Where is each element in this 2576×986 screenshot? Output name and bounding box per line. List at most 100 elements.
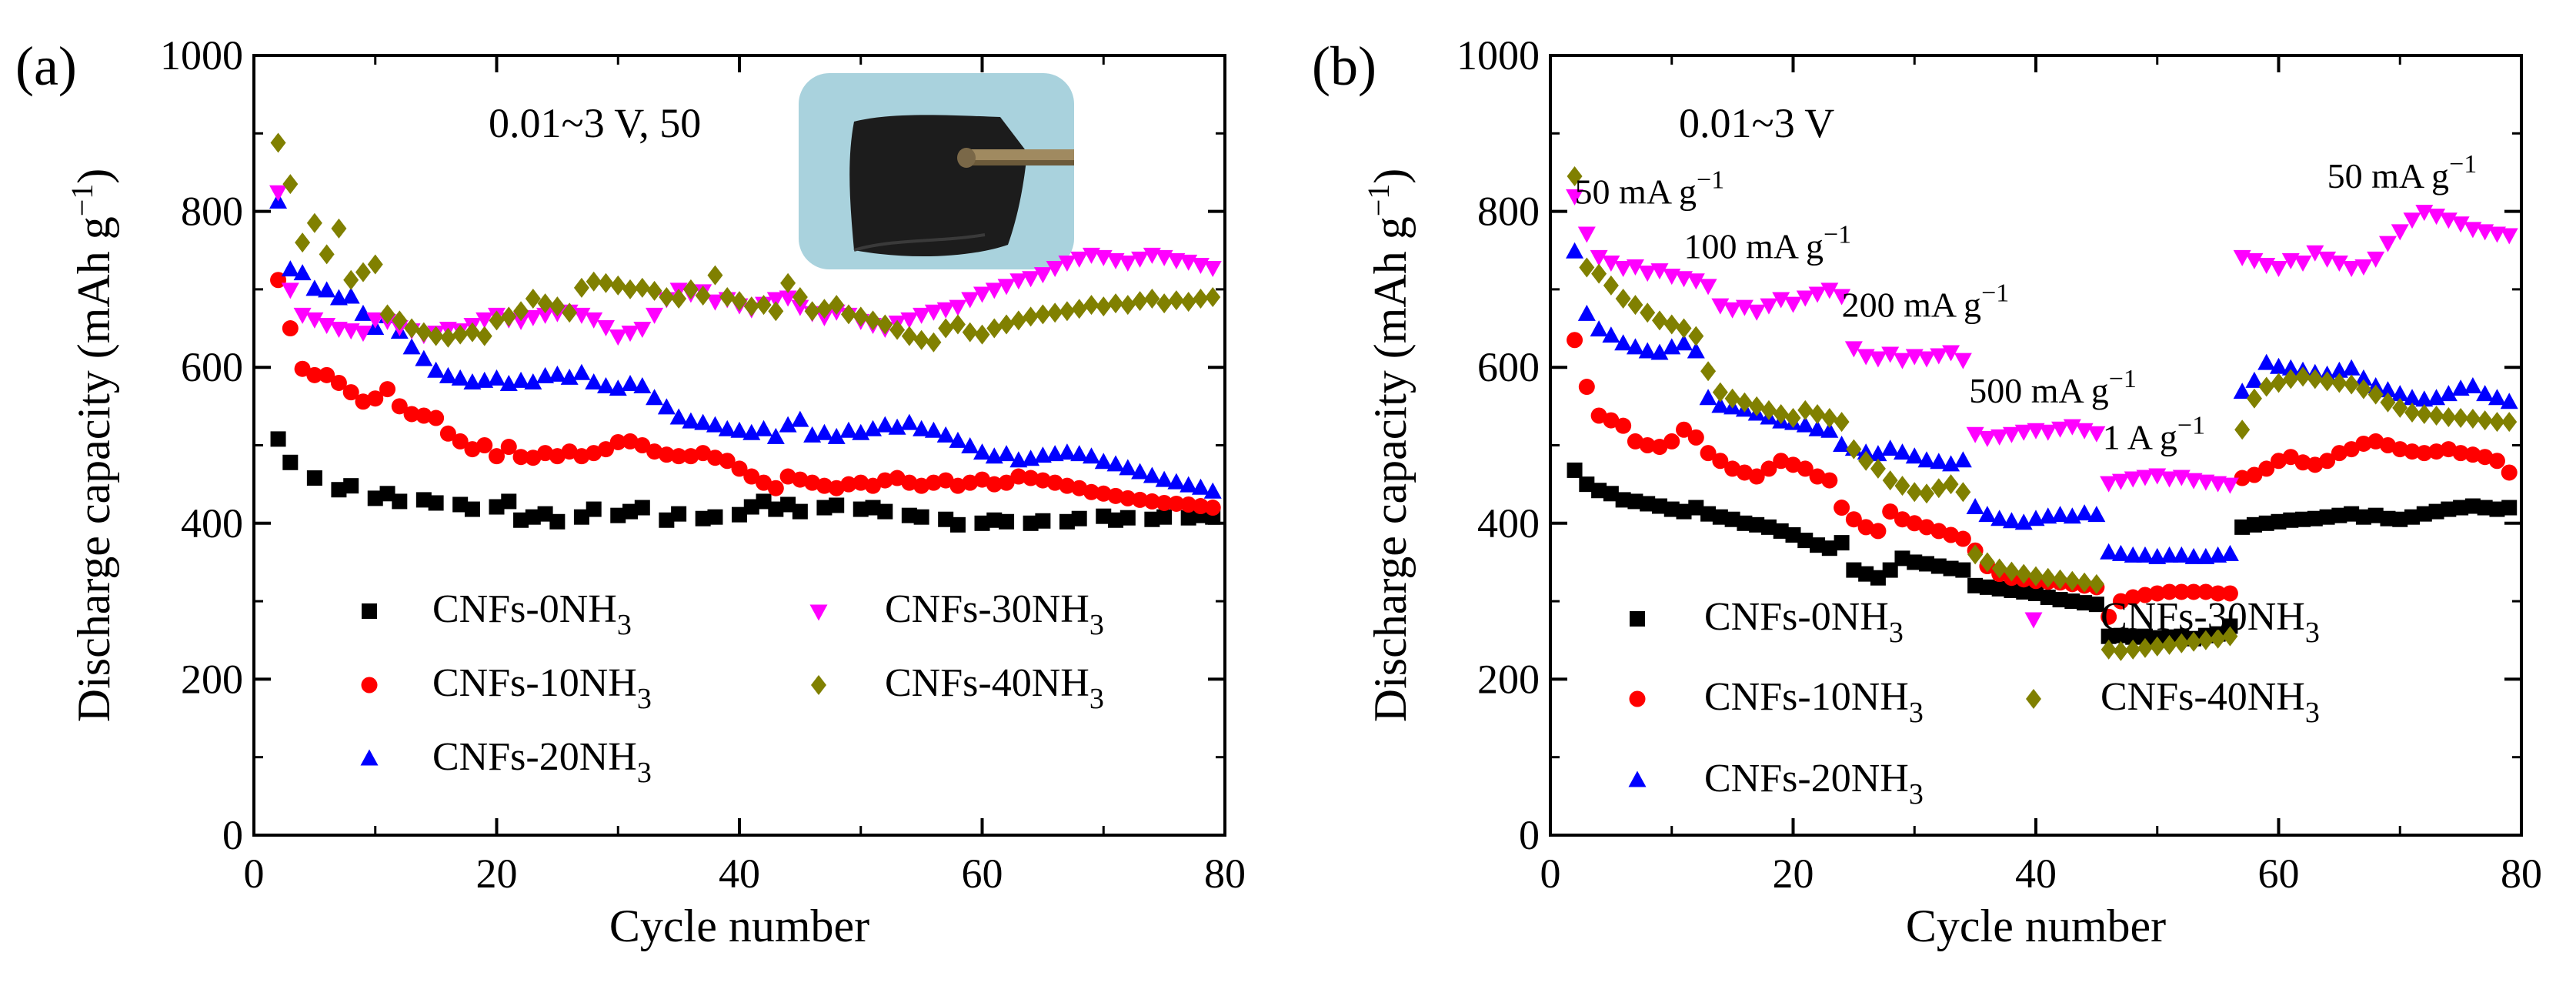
b-series-2-point bbox=[2075, 504, 2094, 521]
b-series-4-point bbox=[1579, 257, 1595, 278]
b-series-3-point bbox=[1930, 348, 1948, 365]
a-series-3-point bbox=[1033, 267, 1052, 284]
b-series-2-point bbox=[1590, 320, 1608, 337]
a-series-2-point bbox=[694, 413, 712, 430]
b-series-3-point bbox=[1747, 304, 1766, 321]
b-legend-marker-2 bbox=[1628, 770, 1647, 787]
b-series-1-point bbox=[1797, 460, 1814, 477]
b-series-0-point bbox=[2246, 516, 2262, 533]
b-series-1-point bbox=[1882, 503, 1899, 520]
b-series-2-point bbox=[1833, 436, 1851, 452]
b-legend: CNFs-0NH3 CNFs-10NH3 CNFs-20NH3 CNFs-30NH3 C… bbox=[1628, 595, 2320, 811]
a-y-axis-title: Discharge capacity (mAh g−1) bbox=[65, 169, 119, 723]
b-series-1-point bbox=[2416, 445, 2433, 462]
a-series-1-point bbox=[476, 437, 493, 453]
a-series-1-point bbox=[986, 476, 1003, 493]
b-series-2-point bbox=[2403, 389, 2421, 406]
a-series-0-point bbox=[999, 513, 1015, 530]
b-series-2-point bbox=[1626, 338, 1644, 355]
b-series-4-point bbox=[2453, 408, 2469, 429]
b-series-0-point bbox=[2501, 500, 2518, 516]
b-series-3-point bbox=[2039, 424, 2057, 441]
b-series-3-point bbox=[1869, 351, 1887, 368]
a-series-3-point bbox=[1070, 251, 1089, 268]
b-condition-text: 0.01~3 V bbox=[1679, 100, 1834, 146]
b-series-0-point bbox=[2222, 618, 2238, 634]
a-series-2-point bbox=[876, 416, 894, 433]
a-series-3-point bbox=[791, 299, 809, 316]
a-series-4-point bbox=[974, 324, 990, 345]
a-series-0-point bbox=[367, 490, 383, 506]
b-series-0 bbox=[1567, 462, 2518, 647]
a-series-1-point bbox=[342, 384, 359, 401]
b-series-3-point bbox=[2100, 476, 2118, 493]
a-series-4-point bbox=[743, 296, 759, 317]
a-series-0-point bbox=[392, 493, 408, 510]
b-series-2-point bbox=[2270, 357, 2287, 374]
b-series-1-point bbox=[2319, 453, 2336, 470]
b-series-4-point bbox=[2283, 369, 2299, 389]
b-series-1-point bbox=[2271, 453, 2287, 470]
inset-photo bbox=[799, 73, 1074, 269]
b-series-2-point bbox=[1966, 498, 1984, 515]
b-series-0-point bbox=[1882, 562, 1898, 578]
a-series-1-point bbox=[913, 477, 930, 494]
b-series-2-point bbox=[2087, 506, 2106, 523]
b-series-3-point bbox=[2330, 255, 2348, 272]
a-series-0-point bbox=[865, 500, 881, 516]
b-series-1-point bbox=[2210, 585, 2227, 602]
a-series-2-point bbox=[1046, 445, 1064, 462]
a-legend-marker-4 bbox=[811, 675, 826, 695]
b-series-0-point bbox=[1749, 516, 1765, 533]
a-series-1-point bbox=[525, 450, 542, 466]
a-series-3-point bbox=[293, 307, 312, 324]
a-legend-label-0: CNFs-0NH3 bbox=[432, 587, 632, 641]
b-series-1-point bbox=[1943, 526, 1960, 543]
a-ytick-label: 200 bbox=[181, 656, 243, 702]
b-series-1-point bbox=[1845, 511, 1862, 528]
a-series-2-point bbox=[427, 361, 445, 378]
a-series-1-point bbox=[695, 445, 712, 462]
b-series-3-point bbox=[1917, 351, 1936, 368]
b-series-4-point bbox=[2088, 573, 2104, 594]
b-series-0-point bbox=[2271, 513, 2287, 530]
b-series-2-point bbox=[1881, 440, 1900, 456]
a-series-0-point bbox=[1108, 512, 1124, 528]
b-series-0-point bbox=[1724, 511, 1740, 527]
b-series-0-point bbox=[2137, 628, 2153, 644]
a-legend-marker-1 bbox=[361, 677, 378, 694]
a-series-3-point bbox=[596, 320, 615, 337]
a-series-1-point bbox=[1119, 490, 1136, 506]
b-series-1-point bbox=[2379, 437, 2396, 453]
a-series-1-point bbox=[586, 445, 602, 462]
b-series-4-point bbox=[1737, 392, 1753, 413]
a-series-3-point bbox=[329, 322, 348, 339]
b-series-4-point bbox=[2258, 376, 2274, 397]
b-series-2-point bbox=[1954, 451, 1972, 468]
a-series-4-point bbox=[452, 324, 469, 345]
a-series-0-point bbox=[829, 497, 845, 513]
b-series-3-point bbox=[1760, 298, 1778, 315]
b-series-2-point bbox=[2439, 385, 2458, 402]
b-ytick-label: 600 bbox=[1477, 344, 1540, 390]
b-series-2-point bbox=[2281, 359, 2300, 376]
a-series-2-point bbox=[1143, 466, 1161, 483]
b-series-2-point bbox=[1699, 389, 1717, 406]
a-series-4-point bbox=[562, 302, 578, 323]
b-series-0-point bbox=[1712, 509, 1728, 525]
b-series-2-point bbox=[1905, 447, 1924, 464]
b-series-2-point bbox=[2172, 546, 2191, 563]
b-legend-label-1: CNFs-10NH3 bbox=[1704, 675, 1924, 729]
a-legend-label-2: CNFs-20NH3 bbox=[432, 735, 652, 789]
a-series-0-point bbox=[768, 501, 784, 517]
a-series-4-point bbox=[999, 314, 1015, 335]
a-series-1-point bbox=[962, 474, 979, 491]
b-series-0-point bbox=[2113, 627, 2129, 643]
b-legend-marker-3 bbox=[2024, 612, 2043, 629]
b-series-2-point bbox=[2500, 393, 2518, 409]
b-rate-annotation: 200 mA g−1 bbox=[1842, 279, 2010, 324]
a-series-4-point bbox=[306, 212, 322, 233]
b-series-1-point bbox=[2282, 449, 2299, 466]
a-series-3-point bbox=[766, 292, 785, 309]
